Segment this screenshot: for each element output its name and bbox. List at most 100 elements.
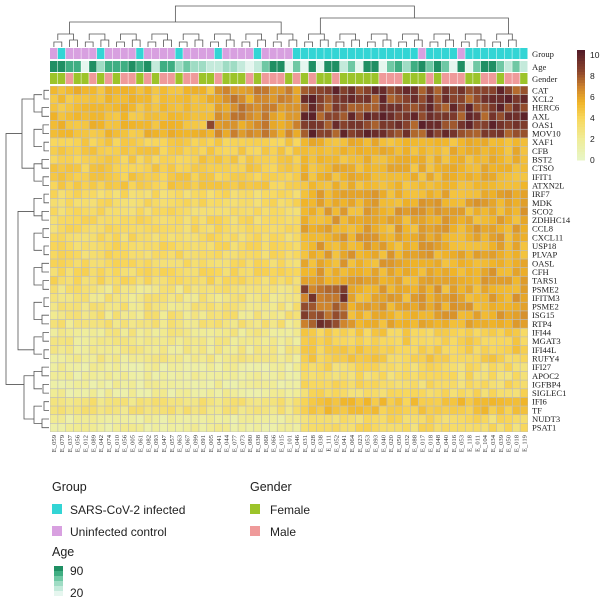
heatmap-cell: [316, 406, 324, 415]
heatmap-cell: [277, 293, 285, 302]
heatmap-cell: [481, 86, 489, 95]
heatmap-cell: [293, 86, 301, 95]
age-annotation-cell: [426, 61, 434, 72]
row-label: BST2: [532, 155, 552, 165]
heatmap-cell: [418, 233, 426, 242]
heatmap-cell: [97, 95, 105, 103]
heatmap-cell: [481, 337, 489, 346]
heatmap-cell: [214, 242, 223, 250]
heatmap-cell: [363, 224, 371, 233]
heatmap-cell: [50, 216, 58, 225]
heatmap-cell: [489, 103, 497, 112]
heatmap-cell: [160, 319, 168, 328]
heatmap-cell: [238, 242, 246, 250]
heatmap-cell: [105, 345, 113, 354]
heatmap-cell: [308, 285, 317, 294]
heatmap-cell: [301, 337, 309, 346]
group-annotation-cell: [214, 48, 222, 59]
heatmap-cell: [222, 103, 230, 112]
heatmap-cell: [222, 233, 230, 242]
heatmap-cell: [105, 250, 113, 259]
heatmap-cell: [207, 198, 215, 207]
heatmap-cell: [426, 86, 434, 95]
heatmap-cell: [379, 138, 387, 147]
group-annotation-cell: [57, 48, 66, 59]
heatmap-cell: [269, 268, 277, 276]
heatmap-cell: [81, 224, 89, 233]
heatmap-cell: [66, 112, 74, 121]
heatmap-cell: [50, 242, 58, 250]
heatmap-cell: [434, 259, 442, 268]
heatmap-cell: [175, 164, 183, 173]
heatmap-cell: [81, 86, 89, 95]
heatmap-cell: [144, 198, 152, 207]
heatmap-cell: [207, 371, 215, 380]
heatmap-cell: [277, 112, 285, 121]
heatmap-cell: [191, 363, 199, 372]
heatmap-cell: [183, 233, 191, 242]
heatmap-cell: [512, 250, 520, 259]
heatmap-cell: [442, 95, 450, 103]
heatmap-cell: [50, 337, 58, 346]
heatmap-cell: [434, 233, 442, 242]
heatmap-cell: [371, 311, 379, 320]
heatmap-cell: [214, 302, 223, 311]
heatmap-cell: [442, 155, 450, 164]
heatmap-cell: [395, 190, 403, 199]
group-annotation-cell: [473, 48, 481, 59]
gender-annotation-cell: [379, 73, 387, 84]
heatmap-cell: [387, 95, 395, 103]
heatmap-cell: [175, 250, 183, 259]
heatmap-cell: [254, 276, 262, 285]
heatmap-cell: [89, 172, 97, 181]
heatmap-cell: [402, 146, 411, 155]
heatmap-cell: [442, 397, 450, 406]
heatmap-cell: [293, 181, 301, 190]
heatmap-cell: [449, 95, 458, 103]
gender-annotation-cell: [136, 73, 144, 84]
heatmap-cell: [402, 164, 411, 173]
heatmap-cell: [89, 207, 97, 216]
heatmap-cell: [81, 164, 89, 173]
gender-annotation-cell: [418, 73, 426, 84]
age-annotation-cell: [300, 61, 309, 72]
heatmap-cell: [175, 302, 183, 311]
colorbar-tick-label: 6: [590, 92, 595, 102]
heatmap-cell: [261, 190, 270, 199]
heatmap-cell: [97, 293, 105, 302]
row-dendrogram: [5, 89, 49, 429]
heatmap-cell: [481, 190, 489, 199]
heatmap-cell: [340, 285, 348, 294]
heatmap-cell: [269, 259, 277, 268]
heatmap-cell: [144, 397, 152, 406]
heatmap-cell: [89, 259, 97, 268]
heatmap-cell: [246, 328, 254, 337]
group-annotation-cell: [402, 48, 410, 59]
heatmap-cell: [442, 190, 450, 199]
heatmap-cell: [489, 216, 497, 225]
dendrogram-link: [319, 39, 329, 47]
heatmap-cell: [89, 293, 97, 302]
group-annotation-cell: [371, 48, 379, 59]
heatmap-cell: [50, 224, 58, 233]
heatmap-cell: [113, 250, 121, 259]
heatmap-cell: [324, 155, 332, 164]
heatmap-cell: [324, 198, 332, 207]
heatmap-cell: [269, 389, 277, 398]
heatmap-cell: [128, 276, 136, 285]
heatmap-cell: [261, 138, 270, 147]
row-label: RUFY4: [532, 353, 560, 363]
heatmap-cell: [261, 207, 270, 216]
heatmap-cell: [363, 276, 371, 285]
row-label: SIGLEC1: [532, 388, 566, 398]
heatmap-cell: [371, 319, 379, 328]
heatmap-cell: [113, 423, 121, 432]
heatmap-cell: [418, 397, 426, 406]
group-annotation-cell: [144, 48, 152, 59]
heatmap-cell: [66, 242, 74, 250]
heatmap-cell: [308, 216, 317, 225]
heatmap-cell: [113, 129, 121, 138]
age-annotation-cell: [183, 61, 191, 72]
heatmap-cell: [152, 397, 160, 406]
